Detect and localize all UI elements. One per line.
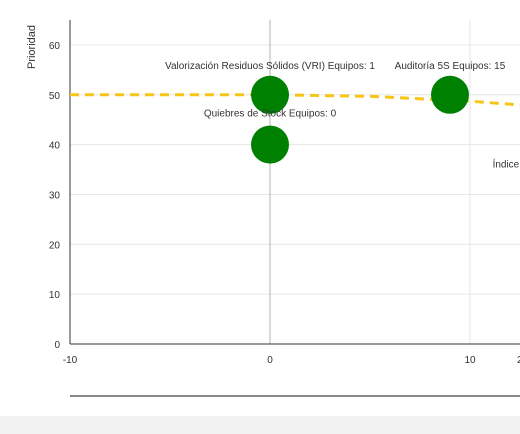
data-point[interactable]	[251, 75, 289, 114]
labels-layer: Valorización Residuos Sólidos (VRI) Equi…	[165, 61, 520, 171]
x-tick-label: 0	[267, 355, 273, 366]
x-tick-label: 2	[517, 355, 520, 366]
y-tick-label: 10	[49, 290, 61, 301]
y-tick-label: 40	[49, 141, 61, 152]
data-point[interactable]	[431, 75, 469, 114]
chart-card	[0, 0, 520, 416]
data-point-label: Valorización Residuos Sólidos (VRI) Equi…	[165, 61, 375, 72]
data-point-label: Índice de Radicación Equipos: 0	[493, 157, 520, 170]
x-tick-label: -10	[63, 355, 78, 366]
y-tick-label: 20	[49, 240, 61, 251]
data-point-label: Auditoría 5S Equipos: 15	[395, 61, 506, 72]
trend-line	[70, 93, 520, 107]
data-point-label: Quiebres de Stock Equipos: 0	[204, 109, 337, 120]
page-footer-area	[0, 417, 520, 434]
y-tick-label: 50	[49, 91, 61, 102]
y-tick-label: 0	[54, 340, 60, 351]
y-tick-label: 30	[49, 190, 61, 201]
x-tick-label: 10	[464, 355, 476, 366]
data-point[interactable]	[251, 125, 289, 164]
trend-layer	[70, 93, 520, 107]
y-axis-label: Prioridad	[26, 25, 38, 69]
points-layer	[251, 75, 469, 164]
y-tick-label: 60	[49, 41, 61, 52]
